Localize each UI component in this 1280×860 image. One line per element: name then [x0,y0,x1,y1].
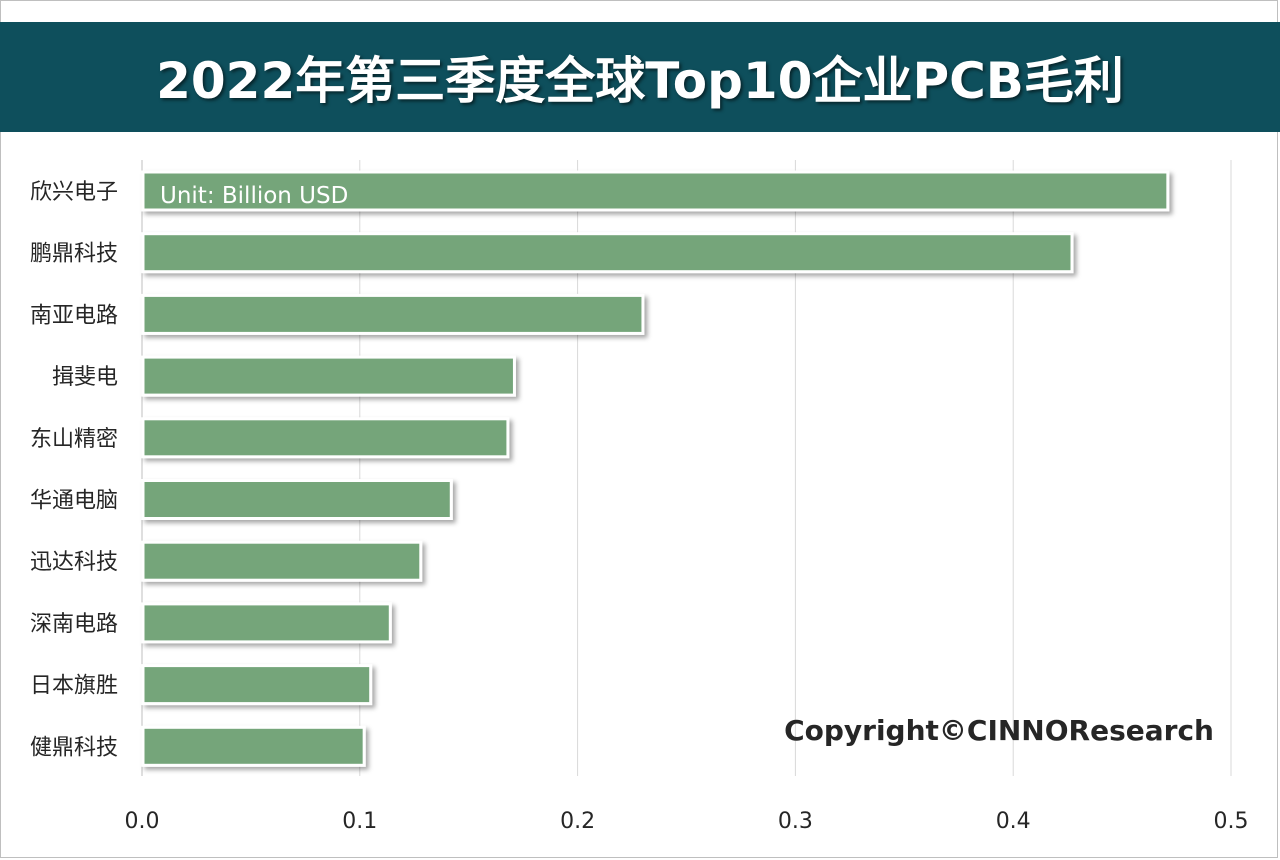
bar [141,664,373,706]
bar [141,293,645,335]
category-label: 南亚电路 [30,303,118,328]
x-tick-label: 0.4 [996,809,1031,834]
category-label: 东山精密 [30,427,118,452]
copyright-text: Copyright©CINNOResearch [784,714,1214,747]
bar [141,479,453,520]
bar [141,355,516,397]
bar [141,170,1170,212]
category-label: 日本旗胜 [30,674,118,699]
x-axis-ticks: 0.0 0.1 0.2 0.3 0.4 0.5 [125,809,1249,834]
category-label: 健鼎科技 [30,735,118,760]
x-tick-label: 0.5 [1214,809,1249,834]
chart-title: 2022年第三季度全球Top10企业PCB毛利 [156,52,1124,110]
x-tick-label: 0.0 [125,809,160,834]
x-tick-label: 0.2 [560,809,595,834]
bars [141,170,1170,767]
x-tick-label: 0.1 [342,809,377,834]
category-label: 华通电脑 [30,489,118,514]
category-label: 揖斐电 [52,365,118,390]
bar [141,540,423,582]
bar [141,602,392,644]
category-label: 鹏鼎科技 [30,242,118,267]
category-label: 迅达科技 [30,550,118,575]
bar [141,417,510,459]
unit-note: Unit: Billion USD [160,183,348,209]
bar [141,725,366,767]
title-banner: 2022年第三季度全球Top10企业PCB毛利 [0,22,1280,132]
category-label: 深南电路 [30,612,118,637]
bar [141,232,1074,274]
x-tick-label: 0.3 [778,809,813,834]
category-label: 欣兴电子 [30,180,118,205]
